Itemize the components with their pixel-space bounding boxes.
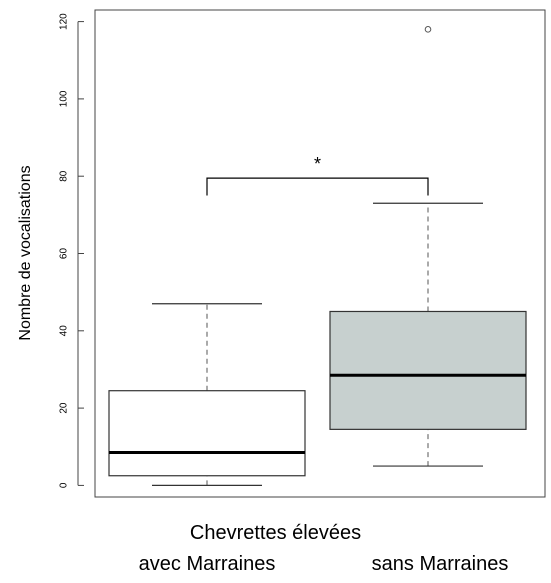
y-tick-label-100: 100 xyxy=(59,90,70,107)
y-axis: 0 20 40 60 80 100 120 xyxy=(59,13,84,488)
boxes xyxy=(108,26,527,487)
y-tick-label-40: 40 xyxy=(59,325,70,337)
y-tick-label-60: 60 xyxy=(59,248,70,260)
bracket-line xyxy=(206,177,429,196)
significance-bracket: * xyxy=(206,154,429,196)
box-iqr xyxy=(108,390,306,477)
x-category-label-1: avec Marraines xyxy=(138,553,276,575)
x-axis-title: Chevrettes élevées xyxy=(189,522,362,544)
box-1 xyxy=(108,303,306,487)
y-axis-label: Nombre de vocalisations xyxy=(17,165,34,340)
outlier-point xyxy=(424,26,432,33)
significance-star: * xyxy=(314,154,321,174)
y-tick-label-80: 80 xyxy=(59,170,70,182)
x-category-label-2: sans Marraines xyxy=(371,553,509,575)
plot-frame xyxy=(94,9,546,498)
box-iqr xyxy=(329,310,527,430)
y-tick-label-20: 20 xyxy=(59,402,70,414)
y-tick-label-120: 120 xyxy=(59,13,70,30)
box-2 xyxy=(329,26,527,467)
y-tick-label-0: 0 xyxy=(59,482,70,488)
